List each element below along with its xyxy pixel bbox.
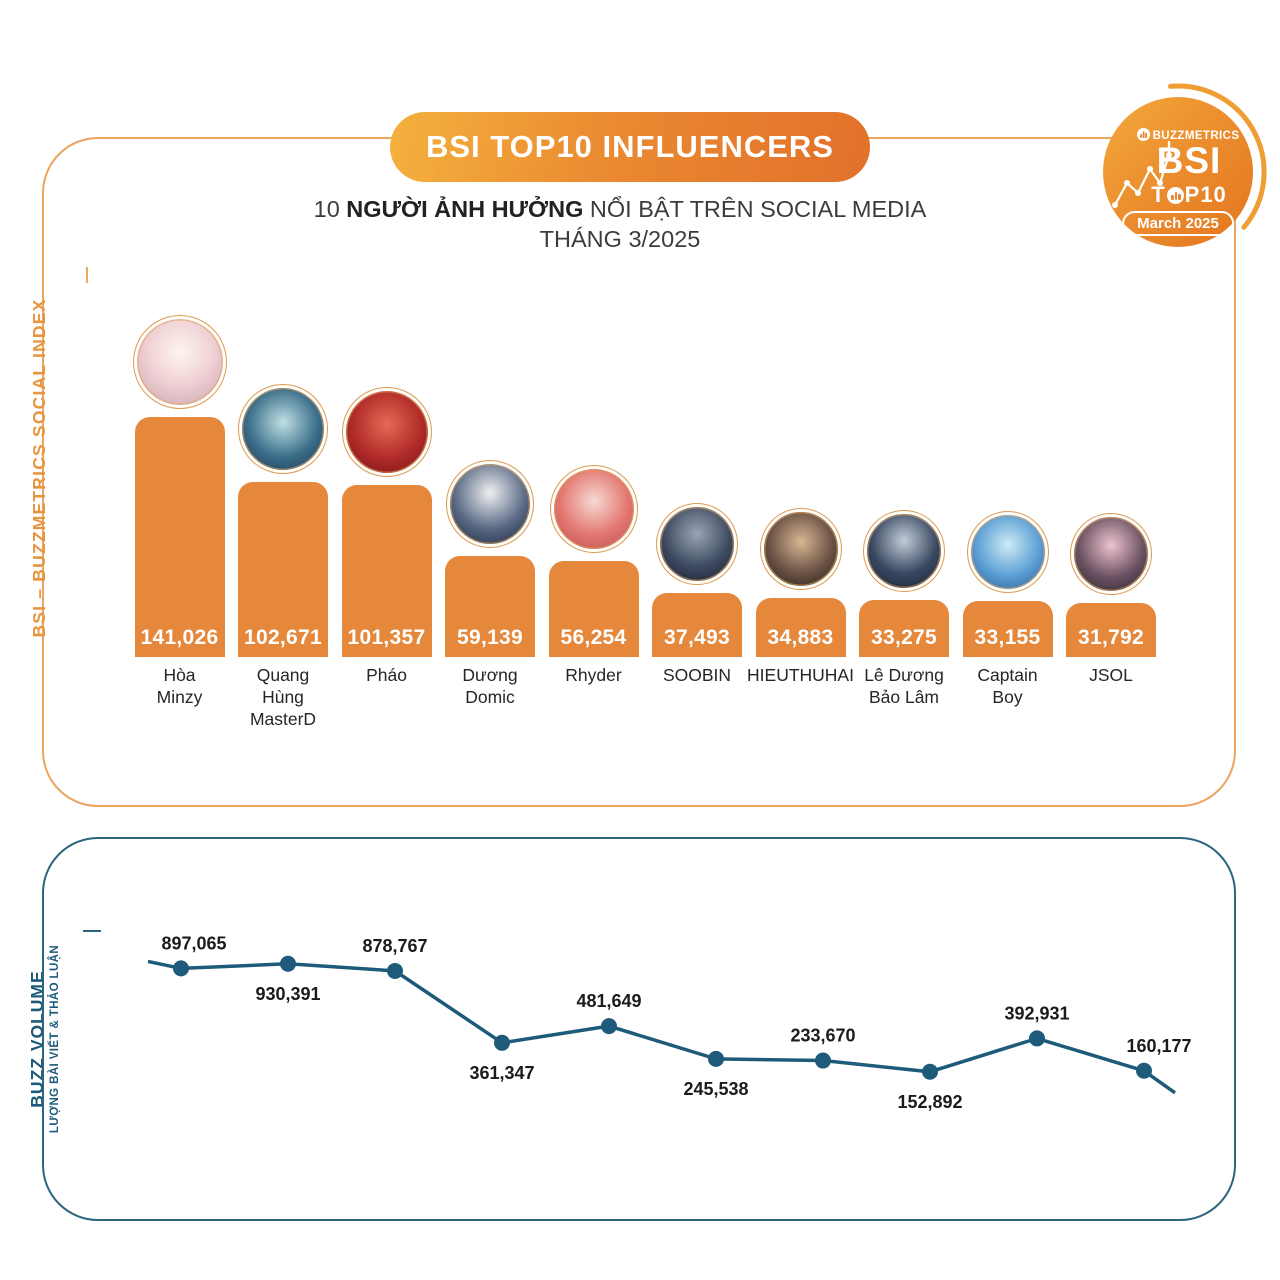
buzzmetrics-icon <box>1136 128 1150 144</box>
avatar-9 <box>966 511 1049 593</box>
buzz-point-1 <box>173 960 189 977</box>
buzz-point-7 <box>815 1052 831 1069</box>
bar-label: Hòa Minzy <box>156 665 203 707</box>
buzz-point-label: 930,391 <box>255 984 320 1004</box>
logo-circle: BUZZMETRICS BSI T P10 March 2025 <box>1103 97 1253 247</box>
buzz-point-5 <box>601 1018 617 1035</box>
title-pill: BSI TOP10 INFLUENCERS <box>390 112 870 182</box>
bar-label: Rhyder <box>565 665 622 685</box>
buzz-point-6 <box>708 1050 724 1067</box>
bar-label: Lê Dương Bảo Lâm <box>864 665 944 707</box>
bar-7: 34,883 <box>755 598 846 657</box>
logo-month-pill: March 2025 <box>1122 211 1234 236</box>
avatar-10 <box>1070 513 1152 595</box>
logo-top10-text: T P10 <box>1151 182 1227 207</box>
bar-value: 141,026 <box>140 626 219 649</box>
buzz-point-3 <box>387 962 403 979</box>
bar-value: 59,139 <box>456 626 524 649</box>
bar-label: SOOBIN <box>662 665 732 685</box>
bar-value: 37,493 <box>663 626 731 649</box>
bar-label: HIEUTHUHAI <box>747 665 854 685</box>
buzz-point-label: 233,670 <box>790 1026 855 1046</box>
bar-value: 102,671 <box>243 626 322 649</box>
buzz-point-10 <box>1136 1062 1152 1079</box>
bsi-label-tick <box>86 267 88 283</box>
bar-4: 59,139 <box>445 556 535 657</box>
bar-2: 102,671 <box>238 482 328 657</box>
subtitle: 10 NGƯỜI ẢNH HƯỞNG NỔI BẬT TRÊN SOCIAL M… <box>160 194 1080 254</box>
bar-1: 141,026 <box>134 417 225 657</box>
logo-brand-row: BUZZMETRICS <box>1103 128 1253 144</box>
logo-brand-text: BUZZMETRICS <box>1152 130 1240 142</box>
buzz-point-label: 361,347 <box>469 1063 534 1083</box>
buzz-point-label: 878,767 <box>362 936 427 956</box>
bsi-top10-logo: BUZZMETRICS BSI T P10 March 2025 <box>1088 72 1280 272</box>
bar-value: 31,792 <box>1077 626 1145 649</box>
bar-value: 33,155 <box>974 626 1041 649</box>
buzz-point-4 <box>494 1034 510 1051</box>
buzz-point-2 <box>280 955 296 972</box>
subtitle-line1: 10 NGƯỜI ẢNH HƯỞNG NỔI BẬT TRÊN SOCIAL M… <box>313 196 927 222</box>
bar-value: 56,254 <box>560 626 627 649</box>
bar-value: 101,357 <box>347 626 426 649</box>
buzz-panel <box>42 837 1236 1221</box>
buzz-point-label: 897,065 <box>161 933 226 953</box>
bar-8: 33,275 <box>859 600 949 657</box>
subtitle-line2: THÁNG 3/2025 <box>539 226 701 252</box>
buzz-point-8 <box>922 1063 938 1080</box>
buzz-line <box>147 959 1177 1095</box>
bar-value: 33,275 <box>870 626 938 649</box>
buzz-point-label: 152,892 <box>897 1092 962 1112</box>
bar-3: 101,357 <box>341 485 432 657</box>
page-title: BSI TOP10 INFLUENCERS <box>425 129 834 164</box>
bar-label: Pháo <box>366 665 407 685</box>
logo-target-o-icon <box>1166 187 1184 204</box>
avatar-2 <box>238 384 328 474</box>
avatar-1 <box>132 315 227 409</box>
avatar-3 <box>341 387 432 477</box>
avatar-5 <box>549 465 638 553</box>
avatar-6 <box>656 503 738 585</box>
logo-bsi-text: BSI <box>1156 140 1222 181</box>
buzz-point-label: 160,177 <box>1126 1036 1191 1056</box>
bar-label: JSOL <box>1089 665 1133 685</box>
buzz-point-label: 481,649 <box>576 991 641 1011</box>
bar-label: Quang Hùng MasterD <box>249 665 317 729</box>
logo-sparkline-icon <box>1112 141 1172 208</box>
bar-6: 37,493 <box>652 593 742 657</box>
logo-swoosh-arc <box>1168 83 1267 230</box>
bar-label: Captain Boy <box>977 665 1038 707</box>
bar-5: 56,254 <box>548 561 639 657</box>
avatar-8 <box>863 510 945 592</box>
buzz-point-label: 392,931 <box>1004 1003 1069 1023</box>
buzz-point-label: 245,538 <box>683 1079 748 1099</box>
buzz-line-chart: 897,065 930,391 878,767 361,347 481,649 245,5… <box>147 933 1192 1112</box>
bar-value: 34,883 <box>767 626 834 649</box>
bar-9: 33,155 <box>962 601 1053 657</box>
avatar-7 <box>759 508 842 590</box>
avatar-4 <box>446 460 534 548</box>
buzz-label-tick <box>83 930 101 932</box>
bar-10: 31,792 <box>1066 603 1156 657</box>
bar-label: Dương Domic <box>462 665 518 707</box>
buzz-point-9 <box>1029 1030 1045 1047</box>
